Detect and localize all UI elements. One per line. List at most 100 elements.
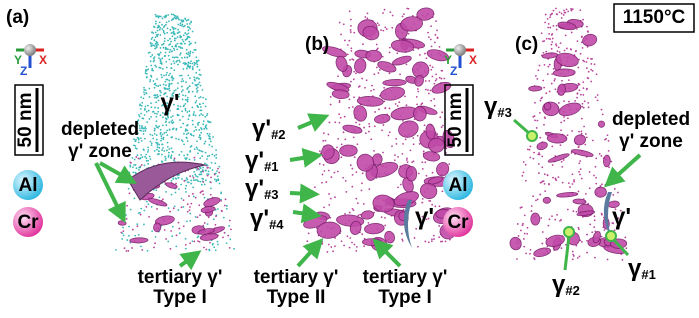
atom xyxy=(181,75,183,77)
atom xyxy=(595,177,597,179)
atom xyxy=(202,97,204,99)
atom xyxy=(578,162,580,164)
atom xyxy=(223,217,225,219)
atom xyxy=(357,202,359,204)
atom xyxy=(209,133,211,135)
atom xyxy=(181,198,183,200)
atom xyxy=(406,63,408,65)
atom xyxy=(168,207,170,209)
atom xyxy=(122,210,124,212)
atom xyxy=(193,114,195,116)
atom xyxy=(306,244,308,246)
atom xyxy=(154,128,156,130)
atom xyxy=(549,64,551,66)
atom xyxy=(165,191,167,193)
atom xyxy=(551,33,553,35)
atom xyxy=(209,136,211,138)
atom xyxy=(391,145,393,147)
atom xyxy=(171,154,173,156)
atom xyxy=(418,173,420,175)
atom xyxy=(373,150,375,152)
atom xyxy=(181,21,183,23)
atom xyxy=(559,220,561,222)
atom xyxy=(340,34,342,36)
atom xyxy=(352,106,354,108)
atom xyxy=(186,57,188,59)
atom xyxy=(172,18,174,20)
arrow xyxy=(378,244,400,266)
atom xyxy=(155,101,157,103)
atom xyxy=(183,41,185,43)
atom xyxy=(213,218,215,220)
panel-tag: (b) xyxy=(305,34,329,55)
atom xyxy=(576,211,578,213)
atom xyxy=(525,180,527,182)
atom xyxy=(392,15,394,17)
atom xyxy=(587,102,589,104)
atom xyxy=(160,140,162,142)
atom xyxy=(529,149,531,151)
atom xyxy=(205,124,207,126)
atom xyxy=(339,100,341,102)
atom xyxy=(319,150,321,152)
arrow xyxy=(610,155,640,182)
atom xyxy=(140,214,142,216)
phase-label: γ' xyxy=(415,203,434,230)
atom xyxy=(595,157,597,159)
atom xyxy=(198,136,200,138)
atom xyxy=(323,207,325,209)
atom xyxy=(384,217,386,219)
atom xyxy=(325,181,327,183)
atom xyxy=(430,90,432,92)
atom xyxy=(166,134,168,136)
atom xyxy=(378,72,380,74)
atom xyxy=(149,79,151,81)
atom xyxy=(175,61,177,63)
atom xyxy=(154,130,156,132)
atom xyxy=(583,126,585,128)
atom xyxy=(205,152,207,154)
atom xyxy=(326,251,328,253)
atom xyxy=(217,244,219,246)
atom xyxy=(354,156,356,158)
atom xyxy=(608,140,610,142)
atom xyxy=(170,248,172,250)
atom xyxy=(430,39,432,41)
atom xyxy=(186,125,188,127)
atom xyxy=(329,122,331,124)
atom xyxy=(544,190,546,192)
atom xyxy=(560,144,562,146)
atom xyxy=(448,163,450,165)
atom xyxy=(147,160,149,162)
atom xyxy=(187,62,189,64)
atom xyxy=(399,73,401,75)
atom xyxy=(196,148,198,150)
atom xyxy=(181,57,183,59)
atom xyxy=(155,23,157,25)
atom xyxy=(155,85,157,87)
atom xyxy=(581,131,583,133)
atom xyxy=(352,174,354,176)
atom xyxy=(172,56,174,58)
atom xyxy=(146,160,148,162)
atom xyxy=(207,155,209,157)
atom xyxy=(584,144,586,146)
atom xyxy=(163,47,165,49)
atom xyxy=(548,33,550,35)
atom xyxy=(166,129,168,131)
atom xyxy=(578,89,580,91)
atom xyxy=(192,68,194,70)
atom xyxy=(199,114,201,116)
atom xyxy=(441,70,443,72)
atom xyxy=(155,189,157,191)
atom xyxy=(193,130,195,132)
atom xyxy=(141,105,143,107)
atom xyxy=(182,80,184,82)
precipitate xyxy=(533,246,552,258)
element-label: Al xyxy=(19,175,38,196)
atom xyxy=(215,215,217,217)
atom xyxy=(542,231,544,233)
atom xyxy=(199,74,201,76)
atom xyxy=(205,126,207,128)
atom xyxy=(179,119,181,121)
